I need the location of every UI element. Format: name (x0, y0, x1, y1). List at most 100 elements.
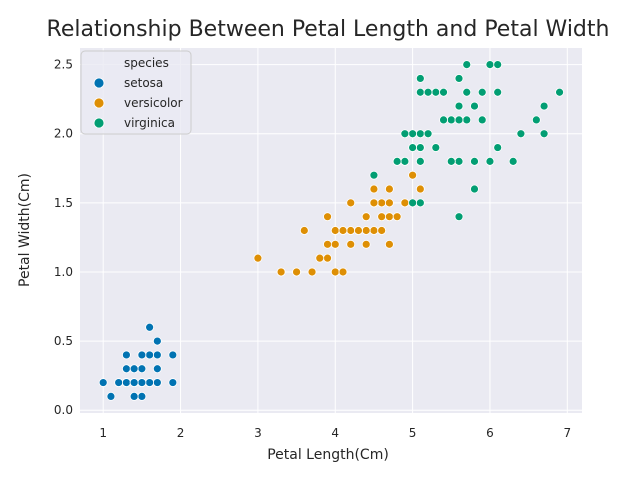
data-point (152, 350, 162, 360)
data-point (477, 115, 487, 125)
data-point (470, 156, 479, 166)
data-point (439, 115, 448, 125)
data-point (384, 184, 394, 194)
data-point (415, 198, 425, 208)
data-point (555, 87, 564, 97)
legend-title: species (124, 56, 169, 70)
data-point (446, 156, 456, 166)
data-point (408, 170, 418, 180)
data-point (338, 226, 348, 235)
data-point (508, 156, 518, 166)
data-point (415, 143, 425, 152)
y-tick-label: 0.0 (54, 403, 73, 417)
data-point (323, 239, 332, 249)
x-axis-label: Petal Length(Cm) (267, 447, 389, 463)
data-point (431, 87, 441, 97)
legend-label: versicolor (124, 96, 183, 110)
data-point (276, 267, 286, 277)
data-point (145, 378, 155, 387)
y-tick-label: 2.0 (54, 127, 73, 141)
data-point (470, 184, 479, 194)
x-tick-label: 3 (254, 426, 262, 440)
data-point (377, 226, 387, 235)
data-point (299, 226, 309, 235)
y-tick-label: 1.0 (54, 265, 73, 279)
data-point (361, 226, 371, 235)
data-point (485, 156, 495, 166)
data-point (493, 60, 503, 69)
data-point (415, 129, 425, 139)
data-point (516, 129, 526, 139)
data-point (485, 60, 495, 69)
data-point (330, 239, 340, 249)
data-point (477, 87, 487, 97)
data-point (145, 350, 155, 360)
data-point (384, 198, 394, 208)
x-tick-label: 6 (486, 426, 494, 440)
data-point (122, 350, 131, 360)
data-point (384, 239, 394, 249)
data-point (145, 322, 155, 332)
data-point (423, 87, 433, 97)
data-point (369, 184, 379, 194)
legend-box (80, 50, 192, 135)
series-setosa (98, 322, 178, 401)
data-point (315, 253, 325, 263)
data-point (408, 129, 418, 139)
series-versicolor (253, 156, 425, 277)
data-point (493, 143, 503, 152)
data-point (470, 101, 479, 111)
data-point (323, 212, 332, 222)
data-point (369, 170, 379, 180)
data-point (354, 226, 363, 235)
legend: species setosa versicolor virginica (80, 50, 192, 135)
data-point (462, 60, 472, 69)
y-axis-label: Petal Width(Cm) (17, 173, 33, 287)
legend-marker (93, 77, 105, 89)
y-tick-labels: 0.0 0.5 1.0 1.5 2.0 2.5 (54, 58, 73, 418)
data-point (415, 87, 425, 97)
data-point (377, 198, 387, 208)
chart-title: Relationship Between Petal Length and Pe… (47, 17, 610, 42)
data-point (323, 253, 332, 263)
data-point (129, 392, 139, 401)
data-point (392, 156, 402, 166)
y-tick-label: 1.5 (54, 196, 73, 210)
data-point (377, 212, 387, 222)
data-point (431, 143, 441, 152)
data-point (493, 87, 503, 97)
data-point (384, 212, 394, 222)
data-point (539, 129, 549, 139)
data-point (253, 253, 263, 263)
data-point (462, 87, 472, 97)
data-point (439, 87, 448, 97)
x-tick-label: 5 (409, 426, 417, 440)
data-point (369, 198, 379, 208)
data-point (168, 350, 178, 360)
x-tick-label: 2 (177, 426, 185, 440)
data-point (454, 212, 464, 222)
data-point (152, 364, 162, 374)
data-point (454, 115, 464, 125)
data-point (292, 267, 301, 277)
data-point (338, 267, 348, 277)
x-tick-label: 7 (563, 426, 571, 440)
data-point (129, 364, 139, 374)
data-point (307, 267, 317, 277)
data-point (361, 212, 371, 222)
data-point (400, 198, 410, 208)
data-point (392, 212, 402, 222)
data-point (408, 143, 418, 152)
data-point (400, 156, 410, 166)
data-point (346, 198, 356, 208)
data-point (137, 364, 147, 374)
data-point (346, 239, 356, 249)
data-point (137, 350, 147, 360)
data-point (122, 364, 131, 374)
data-point (129, 378, 139, 387)
data-point (369, 226, 379, 235)
data-point (106, 392, 116, 401)
x-tick-labels: 1 2 3 4 5 6 7 (99, 426, 571, 440)
data-point (454, 156, 464, 166)
y-tick-label: 2.5 (54, 58, 73, 72)
